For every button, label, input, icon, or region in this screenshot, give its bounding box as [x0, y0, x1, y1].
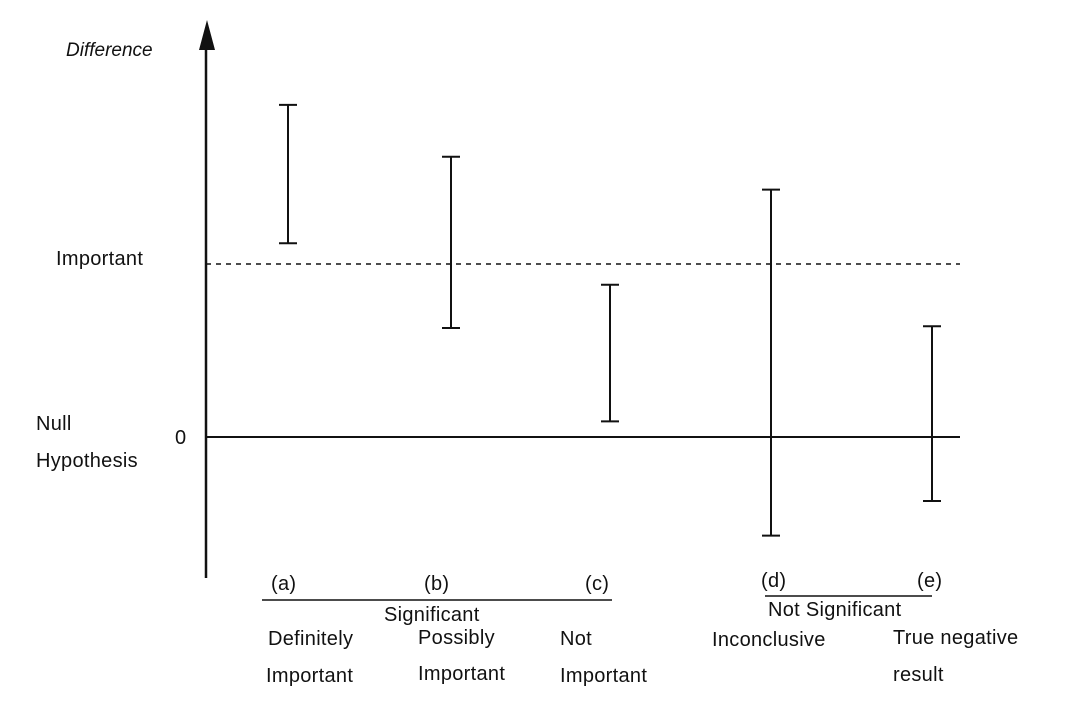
desc-c-line1: Not	[560, 628, 592, 650]
desc-a-line2: Important	[266, 665, 353, 687]
not-significant-group-label: Not Significant	[768, 599, 902, 621]
interval-label-a: (a)	[271, 573, 296, 595]
interval-label-c: (c)	[585, 573, 609, 595]
significant-group-label: Significant	[384, 604, 480, 626]
null-label-line2: Hypothesis	[36, 450, 138, 472]
desc-a-line1: Definitely	[268, 628, 353, 650]
y-axis-arrowhead	[199, 20, 215, 50]
desc-e-line2: result	[893, 664, 944, 686]
interval-label-d: (d)	[761, 570, 786, 592]
important-label: Important	[56, 248, 143, 270]
interval-label-b: (b)	[424, 573, 449, 595]
desc-e-line1: True negative	[893, 627, 1018, 649]
desc-c-line2: Important	[560, 665, 647, 687]
null-label-line1: Null	[36, 413, 72, 435]
y-axis-title: Difference	[66, 40, 153, 61]
desc-b-line2: Important	[418, 663, 505, 685]
interval-bars	[279, 103, 941, 537]
interval-label-e: (e)	[917, 570, 942, 592]
zero-label: 0	[175, 427, 186, 449]
desc-b-line1: Possibly	[418, 627, 495, 649]
desc-d-line1: Inconclusive	[712, 629, 826, 651]
